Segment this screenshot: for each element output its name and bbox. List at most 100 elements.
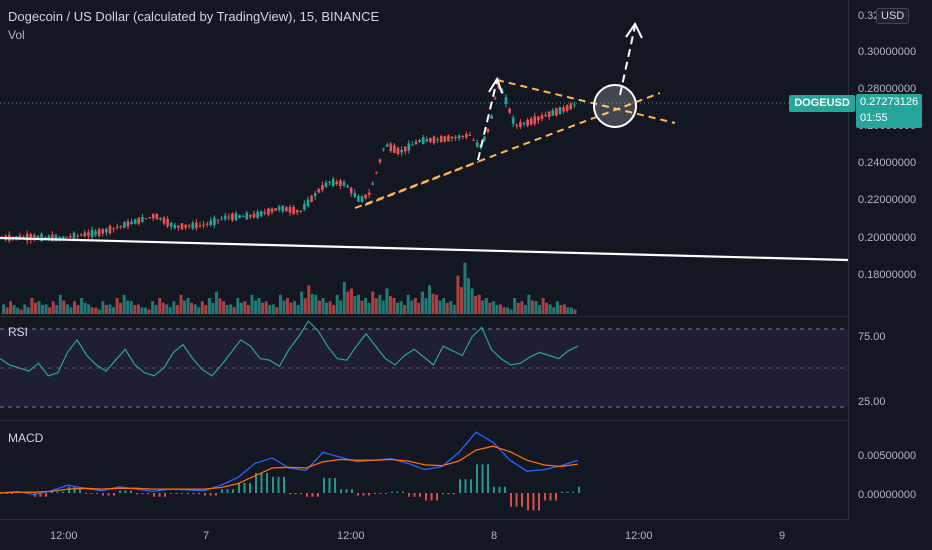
resistance-trendline[interactable] [496, 79, 676, 124]
volume-bar [410, 300, 414, 314]
volume-bar [573, 309, 577, 314]
candle [447, 135, 450, 142]
macd-histogram-bar [238, 483, 240, 493]
lower-channel-line[interactable] [364, 161, 479, 206]
volume-bar [353, 296, 357, 314]
volume-bar [16, 307, 20, 314]
candle [288, 207, 292, 213]
candle [547, 111, 551, 117]
candle [72, 232, 76, 240]
projection-arrow-line[interactable] [619, 25, 636, 96]
volume-bar [278, 294, 282, 314]
candle [558, 106, 562, 115]
candle [357, 196, 360, 202]
volume-bar [44, 304, 48, 314]
macd-histogram-bar [521, 493, 523, 507]
volume-bar [73, 301, 76, 314]
macd-histogram-bar [340, 489, 342, 493]
volume-bar [211, 302, 215, 314]
last-price-tag: 0.27273126 01:55 [856, 94, 922, 128]
macd-histogram-bar [277, 476, 280, 493]
macd-histogram-bar [294, 493, 297, 495]
candle [349, 188, 353, 194]
highlight-circle[interactable] [593, 84, 637, 128]
volume-bar [97, 309, 101, 314]
macd-histogram-bar [515, 493, 518, 507]
price-tick: 0.30000000 [858, 46, 916, 58]
volume-bar [186, 298, 190, 314]
macd-histogram-bar [362, 493, 365, 496]
candle [195, 222, 198, 229]
candle [22, 236, 25, 238]
volume-bar [435, 294, 439, 314]
candle [429, 138, 432, 142]
macd-histogram-bar [198, 493, 200, 495]
candle [565, 105, 569, 111]
volume-bar [80, 298, 84, 314]
candle [227, 216, 231, 218]
candle [324, 182, 328, 188]
candle [342, 181, 346, 186]
candle [371, 183, 375, 185]
volume-bar [225, 305, 229, 314]
macd-histogram-bar [226, 489, 229, 493]
candle [69, 235, 72, 238]
volume-bar [530, 300, 534, 314]
macd-histogram-bar [408, 493, 410, 497]
volume-bar [477, 294, 481, 314]
candle [295, 210, 299, 213]
volume-bar [94, 307, 98, 314]
candle [353, 192, 357, 197]
volume-bar [406, 294, 410, 314]
volume-bar [261, 302, 265, 314]
candle [540, 115, 544, 120]
volume-bar [495, 305, 499, 314]
volume-bar [392, 298, 396, 314]
volume-bar [317, 300, 321, 314]
volume-bar [275, 307, 279, 314]
volume-bar [154, 305, 158, 314]
volume-bar [314, 294, 318, 314]
candle [504, 97, 508, 105]
volume-bar [559, 305, 563, 314]
candle [76, 235, 79, 237]
candle [47, 235, 51, 240]
volume-bar [488, 302, 492, 314]
breakout-arrow-line[interactable] [477, 79, 498, 161]
candle [130, 221, 133, 225]
macd-histogram-bar [470, 479, 472, 493]
volume-bar [470, 288, 474, 314]
volume-bar [215, 291, 218, 314]
macd-histogram-bar [289, 493, 291, 495]
volume-bar [264, 301, 268, 314]
candle [97, 228, 101, 237]
macd-histogram-bar [464, 479, 467, 493]
volume-bar [26, 307, 30, 314]
volume-bar [293, 301, 297, 314]
volume-bar [548, 304, 552, 314]
support-trendline[interactable] [354, 92, 661, 209]
volume-bar [101, 301, 105, 314]
long-trendline[interactable] [0, 236, 849, 262]
volume-bar [570, 307, 573, 314]
candle [425, 138, 429, 142]
candle [220, 218, 223, 220]
time-tick: 8 [491, 530, 497, 542]
macd-histogram-bar [124, 490, 127, 493]
rsi-tick: 75.00 [858, 331, 886, 343]
currency-button[interactable]: USD [876, 8, 910, 24]
candle [65, 236, 69, 238]
volume-bar [374, 298, 378, 314]
candle [198, 225, 202, 227]
macd-histogram-bar [107, 493, 110, 496]
volume-bar [83, 302, 87, 314]
volume-bar [250, 294, 254, 314]
volume-bar [413, 298, 417, 314]
volume-bar [399, 301, 403, 314]
volume-bar [452, 305, 456, 314]
macd-histogram-bar [368, 493, 370, 496]
candle [562, 107, 565, 112]
macd-histogram-bar [79, 486, 81, 493]
volume-bar [69, 307, 73, 314]
